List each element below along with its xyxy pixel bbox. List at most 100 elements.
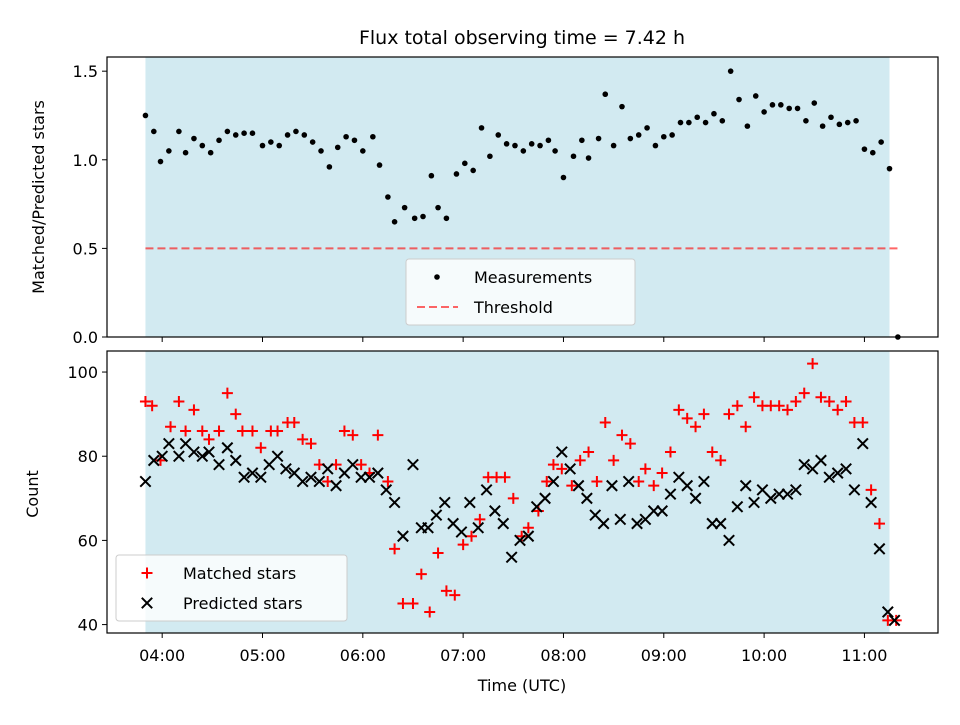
predicted-star-point — [522, 530, 535, 543]
measurement-point — [828, 114, 834, 121]
matched-star-point — [591, 475, 603, 487]
predicted-star-point — [723, 534, 735, 547]
predicted-star-point — [313, 475, 326, 488]
predicted-star-point — [455, 526, 468, 538]
measurement-point — [259, 142, 266, 149]
predicted-star-point — [798, 458, 811, 471]
measurement-point — [443, 215, 450, 222]
measurement-point — [619, 103, 625, 110]
predicted-star-point — [156, 450, 169, 463]
legend-matched-marker — [141, 567, 153, 579]
bottom-data-layer — [139, 358, 902, 627]
matched-star-point — [790, 396, 802, 408]
predicted-star-point — [856, 437, 869, 450]
measurement-point — [326, 164, 333, 170]
measurement-point — [268, 139, 274, 145]
predicted-star-point — [656, 505, 669, 517]
bottom-y-tick-label: 100 — [67, 363, 98, 382]
matched-star-point — [255, 442, 267, 454]
matched-star-point — [541, 475, 553, 487]
predicted-star-point — [221, 441, 234, 454]
bottom-legend-box — [115, 554, 348, 622]
matched-star-point — [673, 404, 685, 416]
predicted-star-point — [547, 475, 560, 488]
matched-star-point — [633, 475, 645, 487]
matched-star-point — [146, 400, 158, 412]
predicted-star-point — [823, 471, 836, 484]
matched-star-point — [574, 454, 586, 466]
matched-star-point — [305, 438, 317, 450]
matched-star-point — [499, 471, 511, 483]
matched-star-point — [372, 429, 384, 441]
predicted-star-point — [147, 454, 160, 467]
top-data-layer — [142, 68, 901, 340]
measurement-point — [470, 167, 476, 174]
measurement-point — [503, 141, 510, 147]
predicted-star-point — [330, 479, 342, 492]
bottom-y-axis-label: Count — [23, 470, 42, 518]
predicted-star-point — [162, 437, 175, 450]
measurement-point — [309, 139, 316, 145]
predicted-star-point — [388, 496, 401, 509]
predicted-star-point — [229, 454, 242, 467]
matched-star-point — [196, 425, 208, 437]
measurement-point — [351, 137, 358, 144]
predicted-star-point — [647, 505, 660, 517]
measurement-point — [512, 142, 518, 149]
legend-predicted-label: Predicted stars — [183, 594, 303, 613]
measurement-point — [570, 153, 577, 160]
predicted-star-point — [881, 606, 894, 618]
matched-star-point — [698, 408, 710, 420]
predicted-star-point — [564, 462, 577, 475]
measurement-point — [232, 132, 239, 138]
matched-star-point — [566, 480, 578, 492]
measurement-point — [428, 172, 435, 179]
measurement-point — [343, 133, 349, 140]
predicted-star-point — [139, 475, 152, 488]
predicted-star-point — [497, 517, 510, 530]
matched-star-point — [890, 614, 902, 626]
matched-star-point — [740, 421, 752, 433]
x-tick-label: 10:00 — [741, 646, 787, 665]
legend-matched-label: Matched stars — [183, 564, 296, 583]
bottom-y-tick-label: 60 — [78, 531, 98, 550]
predicted-star-point — [305, 471, 317, 484]
measurement-point — [435, 204, 441, 211]
measurement-point — [360, 148, 366, 154]
matched-star-point — [723, 408, 735, 420]
measurement-point — [811, 100, 818, 106]
measurement-point — [602, 91, 609, 98]
predicted-star-point — [831, 467, 844, 479]
measurement-point — [453, 171, 460, 177]
measurement-point — [176, 128, 182, 135]
predicted-star-point — [505, 551, 518, 564]
matched-star-point — [203, 433, 215, 445]
predicted-star-point — [865, 496, 878, 509]
measurement-point — [627, 135, 634, 142]
legend-threshold-label: Threshold — [473, 298, 553, 317]
matched-star-point — [188, 404, 200, 416]
predicted-star-point — [572, 479, 585, 492]
measurement-point — [166, 148, 172, 154]
matched-star-point — [681, 412, 693, 424]
top-y-tick-label: 1.5 — [73, 62, 98, 81]
measurement-point — [334, 144, 341, 151]
matched-star-point — [474, 513, 486, 525]
predicted-star-point — [422, 521, 434, 534]
bottom-y-tick-label: 40 — [78, 616, 98, 635]
predicted-star-point — [321, 462, 334, 475]
measurement-point — [560, 174, 567, 181]
matched-star-point — [457, 539, 469, 551]
matched-star-point — [782, 404, 794, 416]
matched-star-point — [815, 391, 827, 403]
x-tick-label: 09:00 — [641, 646, 687, 665]
matched-star-point — [382, 475, 394, 487]
matched-star-point — [616, 429, 628, 441]
matched-star-point — [355, 459, 367, 471]
measurement-point — [769, 102, 776, 108]
predicted-star-point — [614, 513, 627, 526]
matched-star-point — [449, 589, 461, 601]
predicted-star-point — [848, 483, 861, 496]
measurement-point — [199, 142, 206, 149]
